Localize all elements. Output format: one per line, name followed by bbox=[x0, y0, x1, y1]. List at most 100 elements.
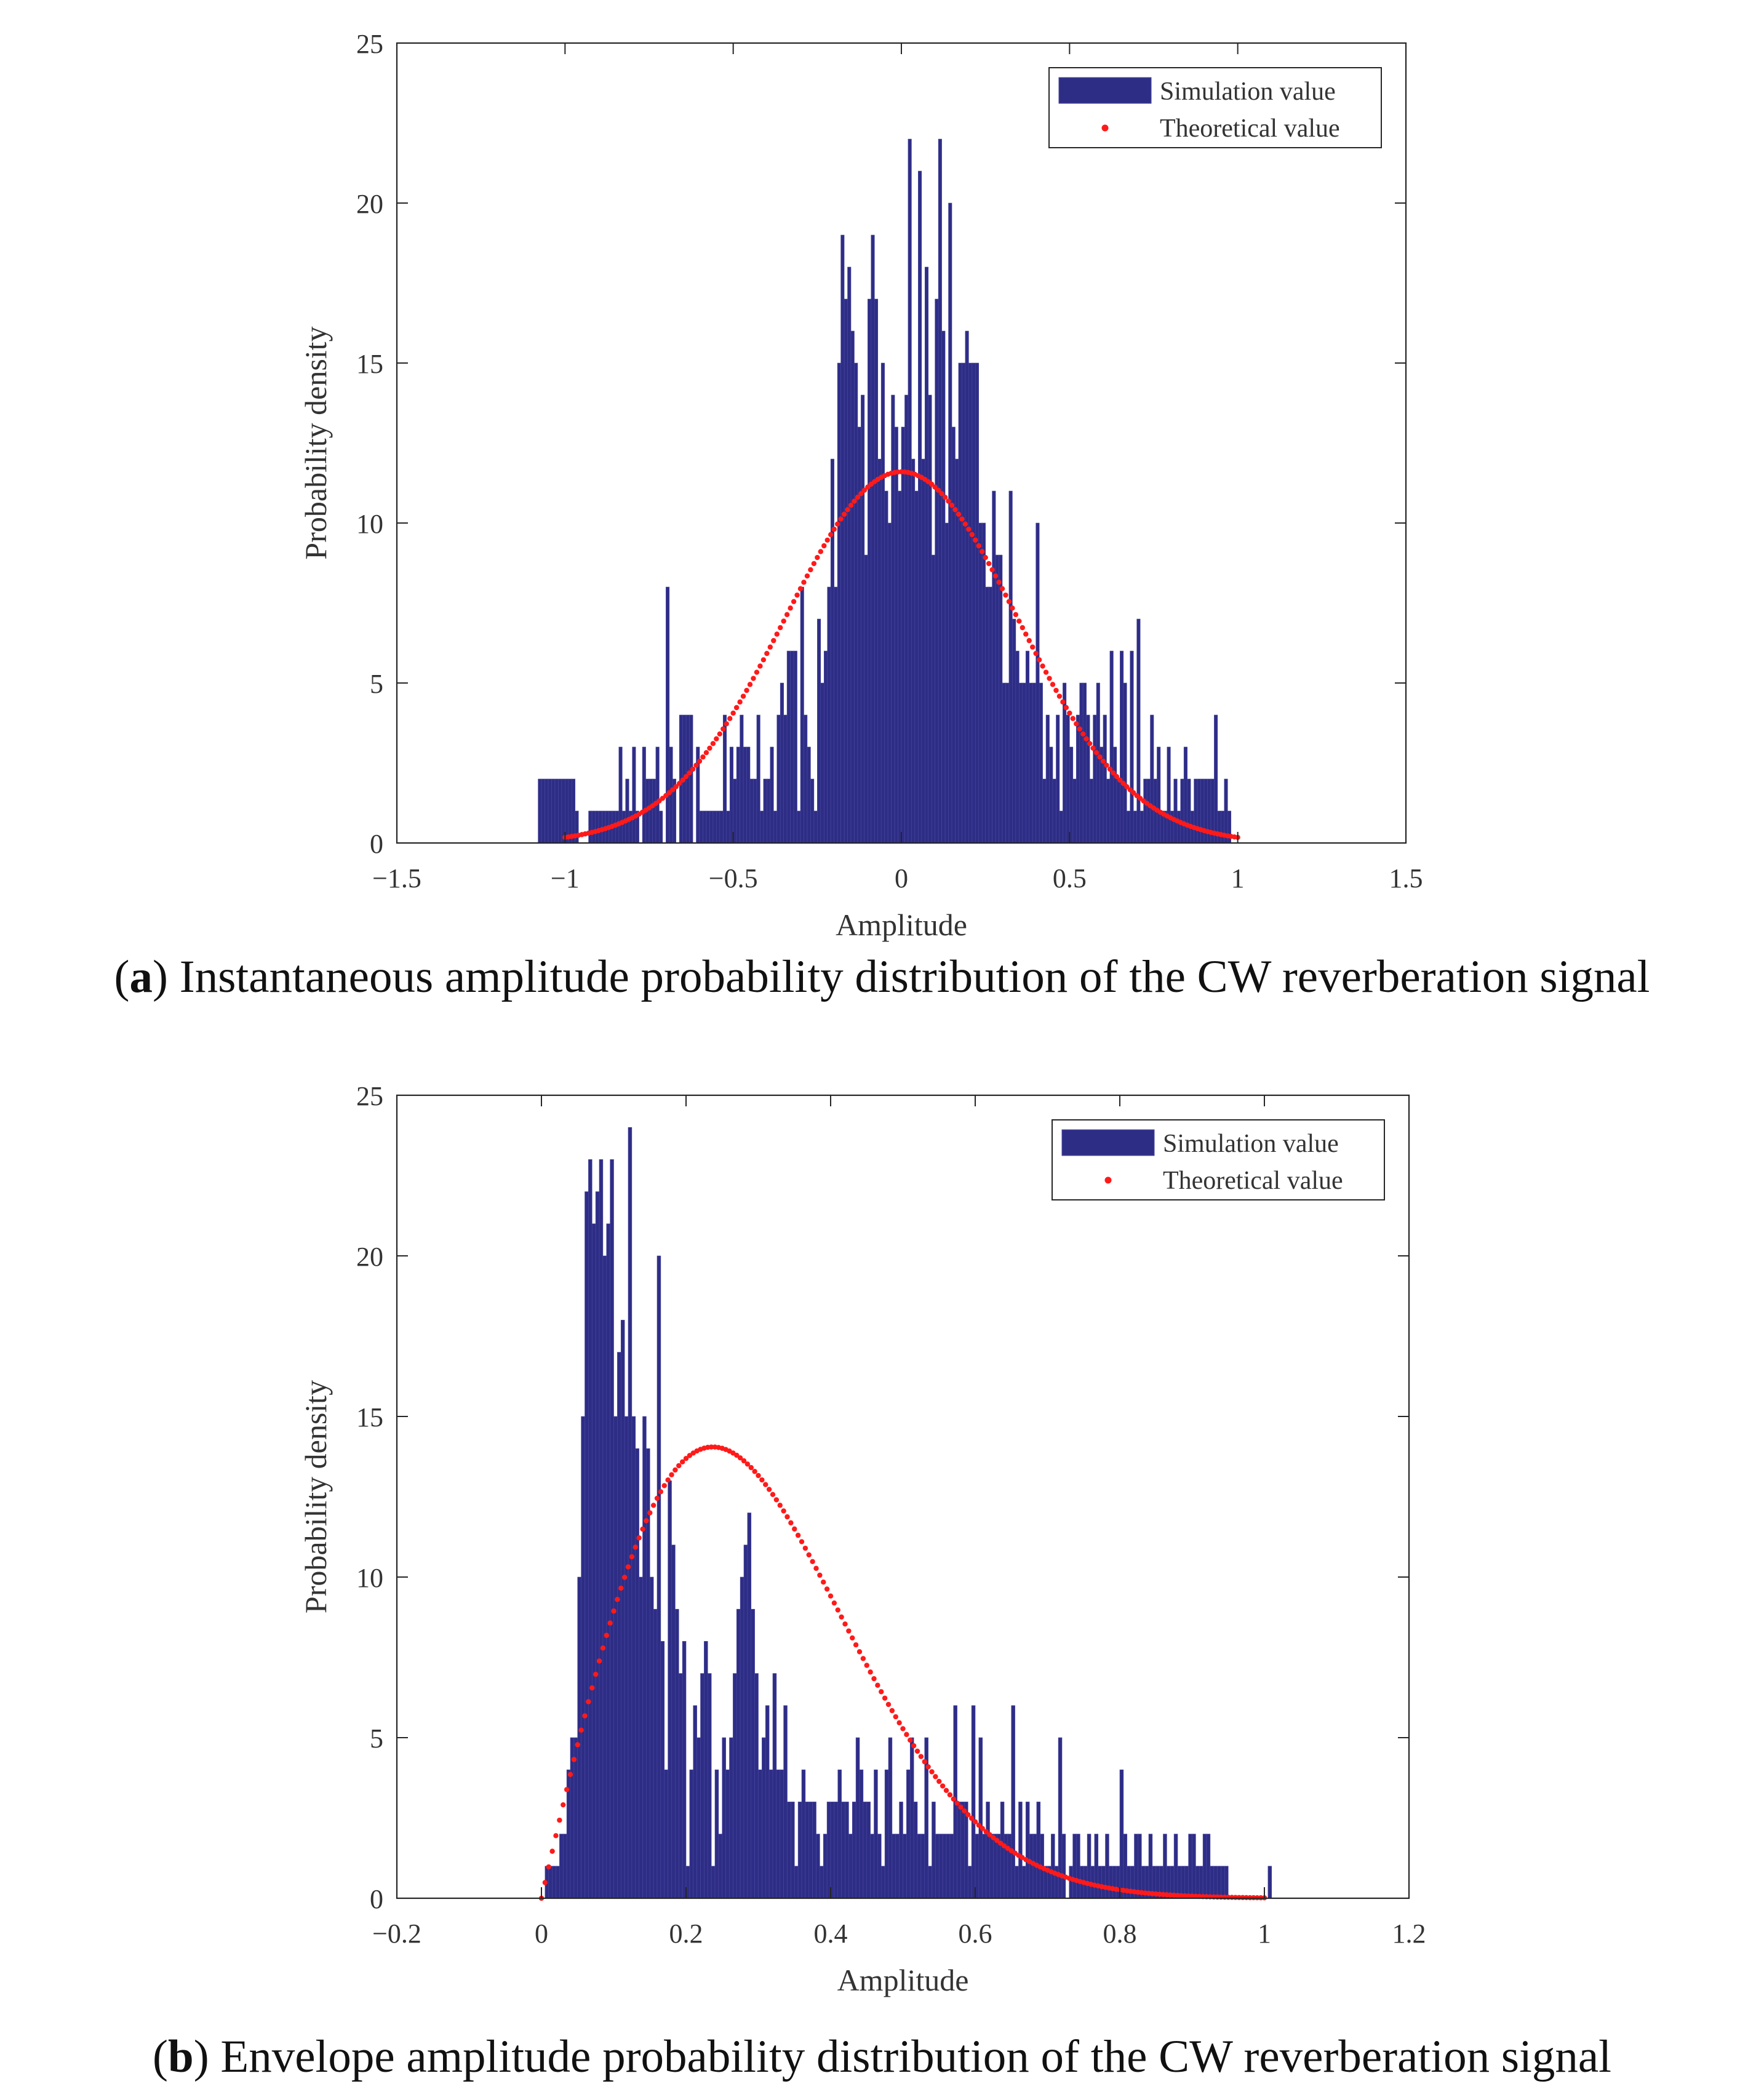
caption-a: (a) Instantaneous amplitude probability … bbox=[114, 951, 1650, 1002]
bar bbox=[935, 298, 939, 844]
bar bbox=[917, 1834, 922, 1899]
theory-point bbox=[997, 1840, 1004, 1846]
bar bbox=[652, 778, 657, 844]
bar bbox=[855, 1737, 860, 1899]
bar bbox=[767, 778, 771, 844]
x-tick-label: 0.4 bbox=[814, 1919, 848, 1949]
bar bbox=[653, 1608, 658, 1899]
bar bbox=[773, 810, 778, 844]
theory-point bbox=[1030, 644, 1036, 650]
theory-point bbox=[1124, 784, 1130, 789]
bar bbox=[1019, 682, 1023, 844]
x-tick-label: 0 bbox=[535, 1919, 548, 1949]
theory-point bbox=[861, 487, 868, 493]
theory-point bbox=[1087, 741, 1093, 746]
bar bbox=[1089, 778, 1093, 844]
bar bbox=[1157, 746, 1161, 844]
bar bbox=[981, 522, 986, 844]
theory-point bbox=[676, 1463, 682, 1469]
theory-point bbox=[1036, 657, 1042, 663]
bar bbox=[780, 1769, 784, 1899]
theory-point bbox=[679, 1459, 685, 1464]
bar bbox=[1195, 1866, 1200, 1899]
bar bbox=[693, 1705, 697, 1899]
bar bbox=[826, 1802, 831, 1899]
theory-point bbox=[1084, 736, 1089, 741]
theory-point bbox=[1060, 699, 1066, 705]
theory-point bbox=[542, 1880, 548, 1885]
bar bbox=[1136, 618, 1141, 844]
y-tick-label: 10 bbox=[356, 1563, 383, 1593]
theory-point bbox=[815, 554, 820, 561]
theory-point bbox=[615, 1597, 620, 1602]
theory-point bbox=[1189, 1893, 1195, 1899]
panel-a: −1.5 −1 −0.5 0 0.5 1 1.5 0 5 10 15 20 25 Amplitude Pro… bbox=[114, 29, 1650, 1002]
bar bbox=[944, 522, 949, 844]
bar bbox=[859, 1769, 864, 1899]
bar bbox=[783, 714, 788, 844]
theory-point bbox=[855, 494, 861, 500]
bar bbox=[942, 1834, 947, 1899]
theory-point bbox=[879, 1689, 884, 1695]
theory-point bbox=[946, 498, 951, 504]
theory-point bbox=[865, 484, 871, 490]
x-tick-label: −0.2 bbox=[372, 1919, 421, 1949]
bar bbox=[649, 1576, 654, 1899]
theory-point bbox=[791, 599, 797, 604]
caption-b: (b) Envelope amplitude probability distr… bbox=[152, 2031, 1612, 2082]
x-axis-label: Amplitude bbox=[837, 1963, 969, 1997]
bar bbox=[1022, 682, 1026, 844]
bar bbox=[763, 778, 767, 844]
bar bbox=[709, 810, 714, 844]
theory-point bbox=[546, 1864, 551, 1870]
bar bbox=[756, 714, 760, 844]
theory-point bbox=[911, 1743, 917, 1749]
bar bbox=[880, 1866, 885, 1899]
bar bbox=[1224, 1866, 1229, 1899]
theory-point bbox=[853, 1642, 859, 1648]
theory-point bbox=[571, 1757, 577, 1762]
bar bbox=[978, 522, 983, 844]
bar bbox=[847, 266, 852, 844]
bar bbox=[1029, 1834, 1034, 1899]
bar bbox=[960, 1802, 965, 1899]
bar bbox=[924, 266, 929, 844]
theory-point bbox=[885, 1701, 892, 1708]
bar bbox=[753, 778, 757, 844]
bar bbox=[1018, 1802, 1023, 1899]
bar bbox=[1025, 1802, 1030, 1899]
bar bbox=[617, 1352, 621, 1899]
theory-point bbox=[831, 1600, 837, 1606]
bar bbox=[793, 650, 797, 844]
bar bbox=[993, 1834, 997, 1899]
bar bbox=[1015, 1866, 1019, 1899]
bar bbox=[704, 1641, 708, 1899]
bar bbox=[971, 1705, 976, 1899]
caption-b-letter: b bbox=[167, 2031, 194, 2082]
bar bbox=[794, 1866, 799, 1899]
bar bbox=[1192, 1834, 1196, 1899]
bar bbox=[1138, 1834, 1142, 1899]
theory-point bbox=[700, 754, 706, 760]
theory-point bbox=[794, 592, 800, 598]
bar bbox=[854, 362, 858, 844]
bar bbox=[689, 1769, 694, 1899]
theory-point bbox=[983, 1829, 989, 1834]
bar bbox=[989, 1834, 994, 1899]
theory-point bbox=[1077, 726, 1082, 732]
bar bbox=[844, 298, 848, 844]
bar bbox=[877, 1834, 882, 1899]
theory-point bbox=[1067, 710, 1072, 716]
theory-point bbox=[932, 484, 938, 490]
theory-point bbox=[663, 793, 669, 799]
x-tick-label: −0.5 bbox=[709, 863, 758, 893]
theory-point bbox=[965, 1812, 971, 1818]
bar bbox=[874, 1769, 878, 1899]
bar bbox=[541, 778, 545, 844]
theory-point bbox=[1006, 599, 1012, 604]
bar bbox=[1042, 778, 1047, 844]
x-tick-label: 0.8 bbox=[1103, 1919, 1137, 1949]
bar bbox=[1120, 650, 1124, 844]
theory-point bbox=[724, 721, 729, 727]
bar bbox=[1150, 714, 1154, 844]
